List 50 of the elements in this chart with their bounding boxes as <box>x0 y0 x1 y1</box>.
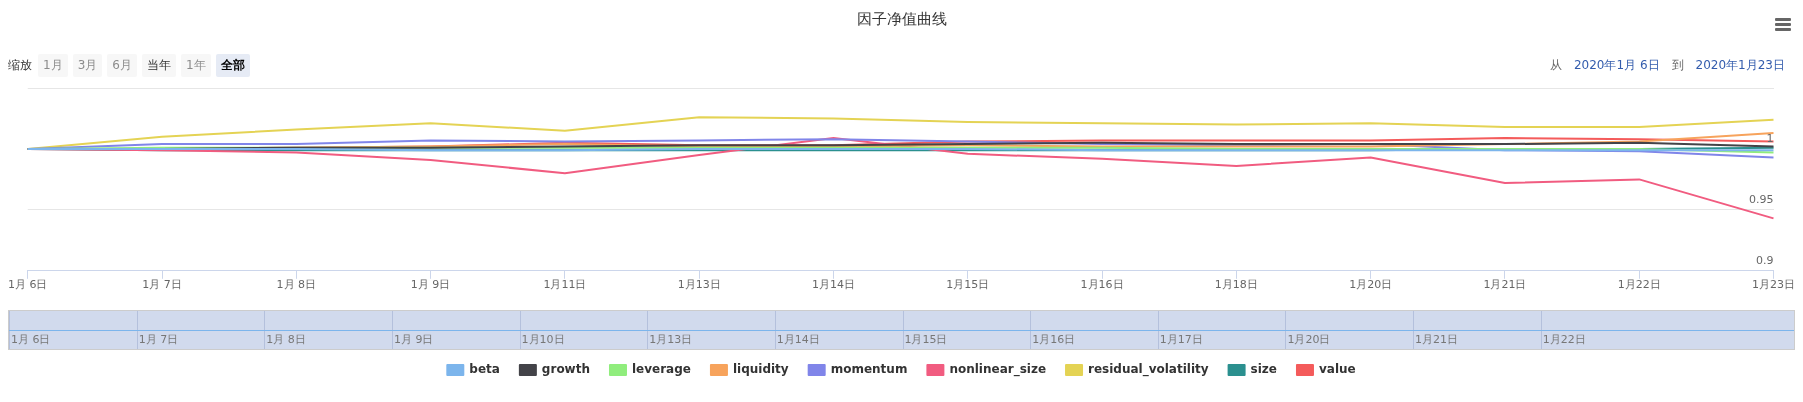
text: 1月21日 <box>1415 332 1459 347</box>
text: 全部 <box>215 54 250 77</box>
text: 2020年1月23日 <box>1695 58 1785 72</box>
text: 3月 <box>72 54 103 77</box>
legend-label: liquidity <box>732 362 789 377</box>
x-tick-label: 1月11日 <box>543 278 587 292</box>
text: 1月17日 <box>1159 332 1203 347</box>
text: 1月 6日 <box>11 332 51 347</box>
x-tick-label: 1月 7日 <box>142 278 182 292</box>
legend-label: leverage <box>631 362 691 377</box>
text: 1月 7日 <box>138 332 179 347</box>
x-tick-label: 1月 9日 <box>410 278 451 292</box>
x-tick-label: 1月 6日 <box>8 278 48 292</box>
x-tick-label: 1月21日 <box>1483 278 1527 292</box>
text: 从 <box>1549 58 1562 72</box>
text: 1年 <box>180 54 211 77</box>
text: 1月22日 <box>1542 332 1586 347</box>
text: 6月 <box>107 54 137 77</box>
text: 1月20日 <box>1287 332 1331 347</box>
x-tick-label: 1月23日 <box>1752 278 1795 292</box>
legend-label: momentum <box>830 362 908 377</box>
chart-title: 因子净值曲线 <box>855 10 948 29</box>
x-tick-label: 1月22日 <box>1617 278 1661 292</box>
text: 1月16日 <box>1032 332 1076 347</box>
x-tick-label: 1月 8日 <box>276 278 317 292</box>
y-tick-label: 0.9 <box>1756 253 1774 267</box>
legend-label: value <box>1318 362 1356 377</box>
text: 2020年1月 6日 <box>1573 58 1660 72</box>
legend-label: beta <box>469 362 500 377</box>
x-tick-label: 1月18日 <box>1214 278 1258 292</box>
text: 当年 <box>141 54 176 77</box>
text: 1月 9日 <box>393 332 434 347</box>
legend-label: size <box>1250 362 1277 377</box>
x-tick-label: 1月16日 <box>1080 278 1124 292</box>
text: 缩放 <box>8 58 32 72</box>
text: 到 <box>1671 58 1684 72</box>
text: 1月10日 <box>521 332 565 347</box>
x-tick-label: 1月20日 <box>1349 278 1393 292</box>
text: 1月13日 <box>649 332 693 347</box>
x-tick-label: 1月15日 <box>946 278 990 292</box>
y-tick-label: 0.95 <box>1749 192 1774 206</box>
x-tick-label: 1月13日 <box>677 278 721 292</box>
text: 1月15日 <box>904 332 948 347</box>
legend-label: residual_volatility <box>1088 362 1209 378</box>
text: 1月14日 <box>776 332 820 347</box>
x-tick-label: 1月14日 <box>811 278 855 292</box>
legend-label: growth <box>541 362 590 377</box>
text: 1月 8日 <box>266 332 306 347</box>
legend-label: nonlinear_size <box>949 362 1047 378</box>
text: 1月 <box>38 54 68 77</box>
